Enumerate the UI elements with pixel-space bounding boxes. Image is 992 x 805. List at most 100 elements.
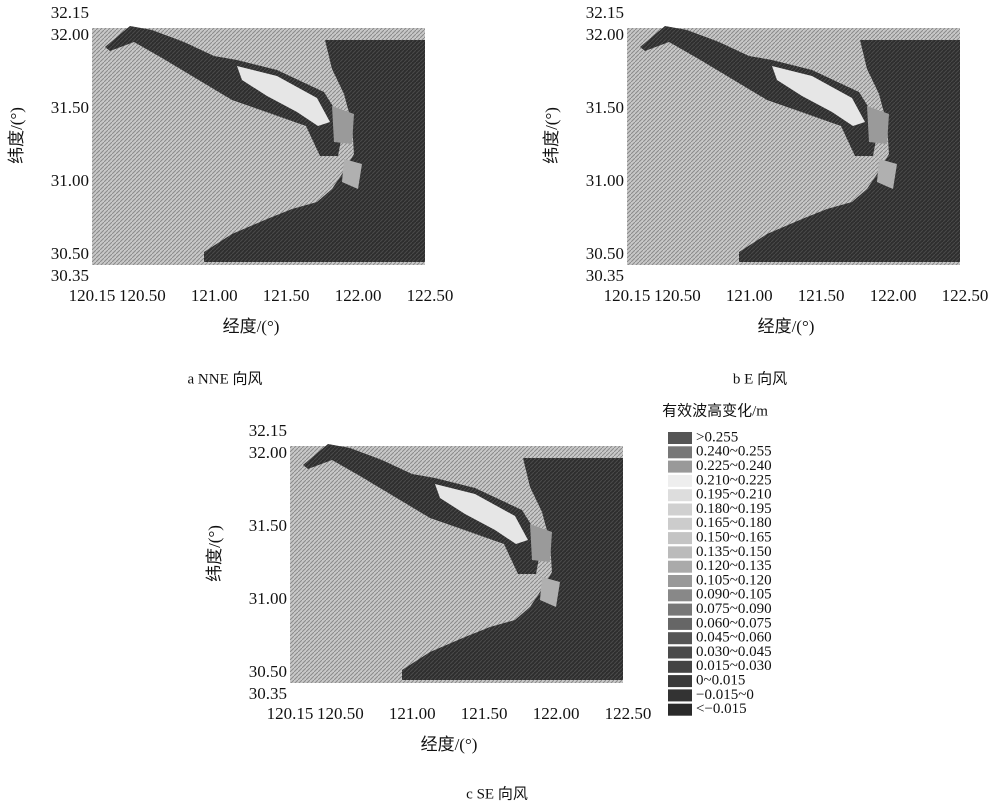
x-tick-label: 122.00	[533, 704, 580, 723]
legend-label: 0.105~0.120	[696, 572, 772, 588]
legend-label: 0.060~0.075	[696, 615, 772, 631]
legend-swatch	[668, 432, 692, 444]
legend-label: 0.240~0.255	[696, 444, 772, 460]
legend-label: 0.180~0.195	[696, 501, 772, 517]
y-tick-label: 31.00	[586, 171, 624, 190]
legend-swatch	[668, 460, 692, 473]
y-tick-label: 30.50	[249, 662, 287, 681]
legend-swatch	[668, 660, 692, 673]
legend-label: 0.075~0.090	[696, 601, 772, 617]
legend: 有效波高变化/m >0.2550.240~0.2550.225~0.2400.2…	[662, 402, 772, 717]
y-tick-label: 30.35	[586, 266, 624, 285]
y-tick-label: 30.35	[249, 684, 287, 703]
sea-area	[204, 40, 425, 262]
legend-label: 0.015~0.030	[696, 658, 772, 674]
x-tick-label: 120.15	[267, 704, 314, 723]
y-tick-label: 32.00	[586, 25, 624, 44]
legend-swatch	[668, 560, 692, 573]
y-tick-label: 31.50	[51, 98, 89, 117]
x-tick-label: 121.00	[389, 704, 436, 723]
legend-swatch	[668, 617, 692, 630]
legend-swatch	[668, 489, 692, 502]
x-tick-label: 122.00	[335, 286, 382, 305]
x-axis-label: 经度/(°)	[421, 735, 478, 754]
y-tick-label: 32.00	[51, 25, 89, 44]
x-tick-label: 121.00	[191, 286, 238, 305]
x-tick-label: 120.50	[119, 286, 166, 305]
legend-swatch	[668, 474, 692, 487]
y-tick-label: 31.00	[51, 171, 89, 190]
panel-caption: c SE 向风	[466, 785, 528, 802]
x-tick-label: 122.50	[407, 286, 454, 305]
x-tick-label: 122.50	[942, 286, 989, 305]
x-tick-label: 122.00	[870, 286, 917, 305]
legend-swatch	[668, 646, 692, 659]
legend-swatch	[668, 675, 692, 688]
y-axis-label: 纬度/(°)	[7, 107, 26, 164]
x-axis-label: 经度/(°)	[758, 317, 815, 336]
shoal	[332, 106, 354, 144]
y-tick-label: 30.50	[586, 244, 624, 263]
river	[105, 26, 344, 156]
legend-swatch	[668, 532, 692, 545]
legend-label: >0.255	[696, 429, 738, 445]
x-axis-label: 经度/(°)	[223, 317, 280, 336]
shoal	[877, 159, 897, 189]
panel-caption: b E 向风	[733, 370, 787, 387]
y-tick-label: 32.15	[249, 421, 287, 440]
river	[640, 26, 879, 156]
y-axis-label: 纬度/(°)	[542, 107, 561, 164]
y-tick-label: 32.00	[249, 443, 287, 462]
legend-swatch	[668, 589, 692, 602]
x-tick-label: 120.50	[654, 286, 701, 305]
legend-label: 0.195~0.210	[696, 487, 772, 503]
legend-label: <−0.015	[696, 701, 747, 717]
legend-label: 0.135~0.150	[696, 544, 772, 560]
shoal	[867, 106, 889, 144]
legend-label: 0.150~0.165	[696, 530, 772, 546]
y-tick-label: 31.00	[249, 589, 287, 608]
legend-label: 0.120~0.135	[696, 558, 772, 574]
legend-swatch	[668, 689, 692, 702]
legend-swatch	[668, 632, 692, 645]
x-tick-label: 122.50	[605, 704, 652, 723]
x-tick-label: 120.15	[604, 286, 651, 305]
legend-swatch	[668, 446, 692, 459]
x-tick-label: 121.50	[461, 704, 508, 723]
y-axis-label: 纬度/(°)	[205, 525, 224, 582]
legend-swatch	[668, 517, 692, 530]
x-tick-label: 121.00	[726, 286, 773, 305]
x-tick-label: 121.50	[798, 286, 845, 305]
river	[303, 444, 542, 574]
y-tick-label: 32.15	[586, 3, 624, 22]
legend-label: 0~0.015	[696, 673, 745, 689]
x-tick-label: 120.15	[69, 286, 116, 305]
shoal	[540, 577, 560, 607]
legend-swatch	[668, 503, 692, 516]
shoal	[530, 524, 552, 562]
legend-swatch	[668, 603, 692, 616]
y-tick-label: 31.50	[249, 516, 287, 535]
legend-title: 有效波高变化/m	[662, 402, 768, 419]
panel-caption: a NNE 向风	[188, 370, 263, 387]
y-tick-label: 30.50	[51, 244, 89, 263]
island	[772, 66, 865, 126]
legend-label: 0.045~0.060	[696, 630, 772, 646]
y-tick-label: 32.15	[51, 3, 89, 22]
legend-label: 0.030~0.045	[696, 644, 772, 660]
island	[237, 66, 330, 126]
x-tick-label: 120.50	[317, 704, 364, 723]
legend-swatch	[668, 575, 692, 587]
island	[435, 484, 528, 544]
legend-swatch	[668, 546, 692, 559]
y-tick-label: 31.50	[586, 98, 624, 117]
legend-label: −0.015~0	[696, 687, 754, 703]
shoal	[342, 159, 362, 189]
sea-area	[739, 40, 960, 262]
legend-label: 0.210~0.225	[696, 472, 772, 488]
y-tick-label: 30.35	[51, 266, 89, 285]
